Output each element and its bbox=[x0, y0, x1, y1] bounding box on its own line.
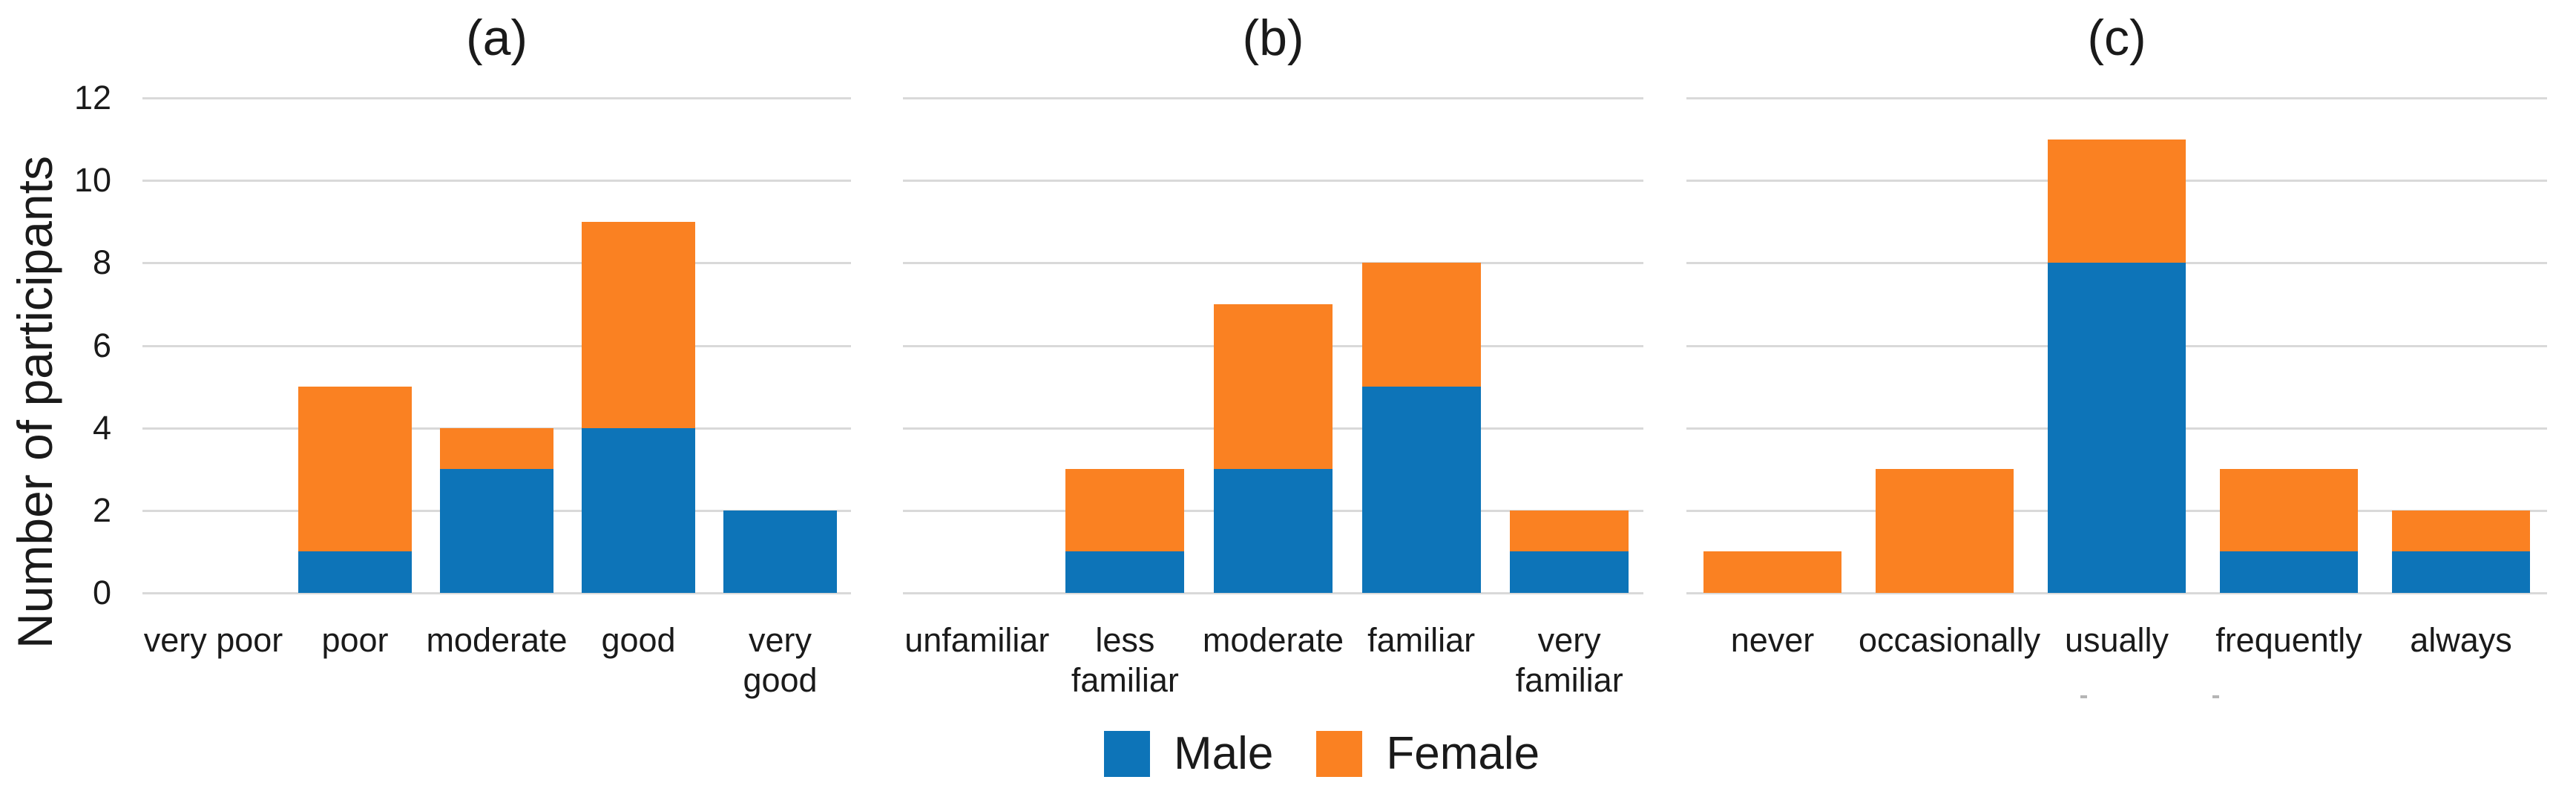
panel-a-xlabels: very poor poor moderate good very good bbox=[142, 620, 851, 739]
bar-familiar-female bbox=[1362, 263, 1481, 387]
y-tick-6: 6 bbox=[92, 326, 111, 364]
panel-b-plot bbox=[903, 97, 1643, 594]
panel-b-xlabels: unfamiliar less familiar moderate familiar v… bbox=[903, 620, 1643, 739]
y-tick-10: 10 bbox=[73, 161, 111, 200]
gridline-10 bbox=[903, 180, 1643, 183]
bar-moderate-female bbox=[1214, 304, 1333, 470]
bar-familiar-male bbox=[1362, 387, 1481, 593]
gridline-0 bbox=[142, 592, 851, 594]
panel-c-title: (c) bbox=[2087, 10, 2146, 66]
panel-b-title: (b) bbox=[1242, 10, 1304, 66]
y-tick-12: 12 bbox=[73, 79, 111, 117]
y-tick-0: 0 bbox=[92, 574, 111, 611]
x-label-moderate: moderate bbox=[426, 621, 568, 659]
bar-moderate-male bbox=[1214, 469, 1333, 593]
x-label-good: good bbox=[601, 621, 676, 659]
x-label-very-poor: very poor bbox=[143, 621, 283, 659]
legend-male-label: Male bbox=[1174, 728, 1274, 779]
bar-moderate-female bbox=[440, 427, 553, 470]
x-label-moderate: moderate bbox=[1202, 621, 1344, 659]
bar-good-male bbox=[582, 427, 695, 593]
y-tick-4: 4 bbox=[92, 408, 111, 447]
bar-always-female bbox=[2392, 510, 2530, 552]
legend-male-swatch bbox=[1104, 731, 1150, 777]
bar-usually-male bbox=[2048, 263, 2186, 593]
gridline-12 bbox=[142, 97, 851, 99]
y-tick-2: 2 bbox=[92, 490, 111, 529]
artifact-mark bbox=[2212, 695, 2219, 698]
bar-very-familiar-male bbox=[1510, 551, 1629, 593]
gridline-0 bbox=[1686, 592, 2547, 594]
bar-very-familiar-female bbox=[1510, 510, 1629, 552]
legend-female-swatch bbox=[1316, 731, 1363, 777]
x-label-less-familiar: less familiar bbox=[1071, 621, 1179, 699]
bar-occasionally-female bbox=[1876, 469, 2014, 593]
bar-frequently-female bbox=[2220, 469, 2358, 552]
x-label-very-good: very good bbox=[743, 621, 818, 699]
x-label-occasionally: occasionally bbox=[1859, 621, 2041, 659]
gridline-10 bbox=[142, 180, 851, 183]
x-label-poor: poor bbox=[321, 621, 389, 659]
artifact-mark bbox=[2080, 695, 2087, 698]
bar-usually-female bbox=[2048, 139, 2186, 263]
bar-always-male bbox=[2392, 551, 2530, 593]
x-label-always: always bbox=[2410, 621, 2512, 659]
legend: Male Female bbox=[1104, 731, 1540, 777]
bar-never-female bbox=[1703, 551, 1841, 593]
bar-less-familiar-male bbox=[1065, 551, 1184, 593]
panel-c-plot bbox=[1686, 97, 2547, 594]
panel-c-xlabels: never occasionally usually frequently always bbox=[1686, 620, 2547, 739]
bar-poor-male bbox=[298, 551, 412, 593]
x-label-unfamiliar: unfamiliar bbox=[904, 621, 1050, 659]
panel-a-plot bbox=[142, 97, 851, 594]
gridline-12 bbox=[903, 97, 1643, 99]
gridline-8 bbox=[903, 262, 1643, 265]
gridline-8 bbox=[142, 262, 851, 265]
bar-very-good-male bbox=[723, 510, 837, 593]
x-label-frequently: frequently bbox=[2215, 621, 2362, 659]
x-label-never: never bbox=[1730, 621, 1815, 659]
gridline-0 bbox=[903, 592, 1643, 594]
x-label-familiar: familiar bbox=[1367, 621, 1476, 659]
bar-moderate-male bbox=[440, 469, 553, 593]
bar-poor-female bbox=[298, 387, 412, 552]
bar-less-familiar-female bbox=[1065, 469, 1184, 552]
x-label-usually: usually bbox=[2064, 621, 2169, 659]
panel-a-title: (a) bbox=[465, 10, 528, 66]
legend-female-label: Female bbox=[1386, 728, 1540, 779]
bar-frequently-male bbox=[2220, 551, 2358, 593]
y-tick-8: 8 bbox=[92, 243, 111, 282]
x-label-very-familiar: very familiar bbox=[1515, 621, 1623, 699]
gridline-6 bbox=[142, 344, 851, 347]
gridline-12 bbox=[1686, 97, 2547, 99]
bar-good-female bbox=[582, 221, 695, 428]
